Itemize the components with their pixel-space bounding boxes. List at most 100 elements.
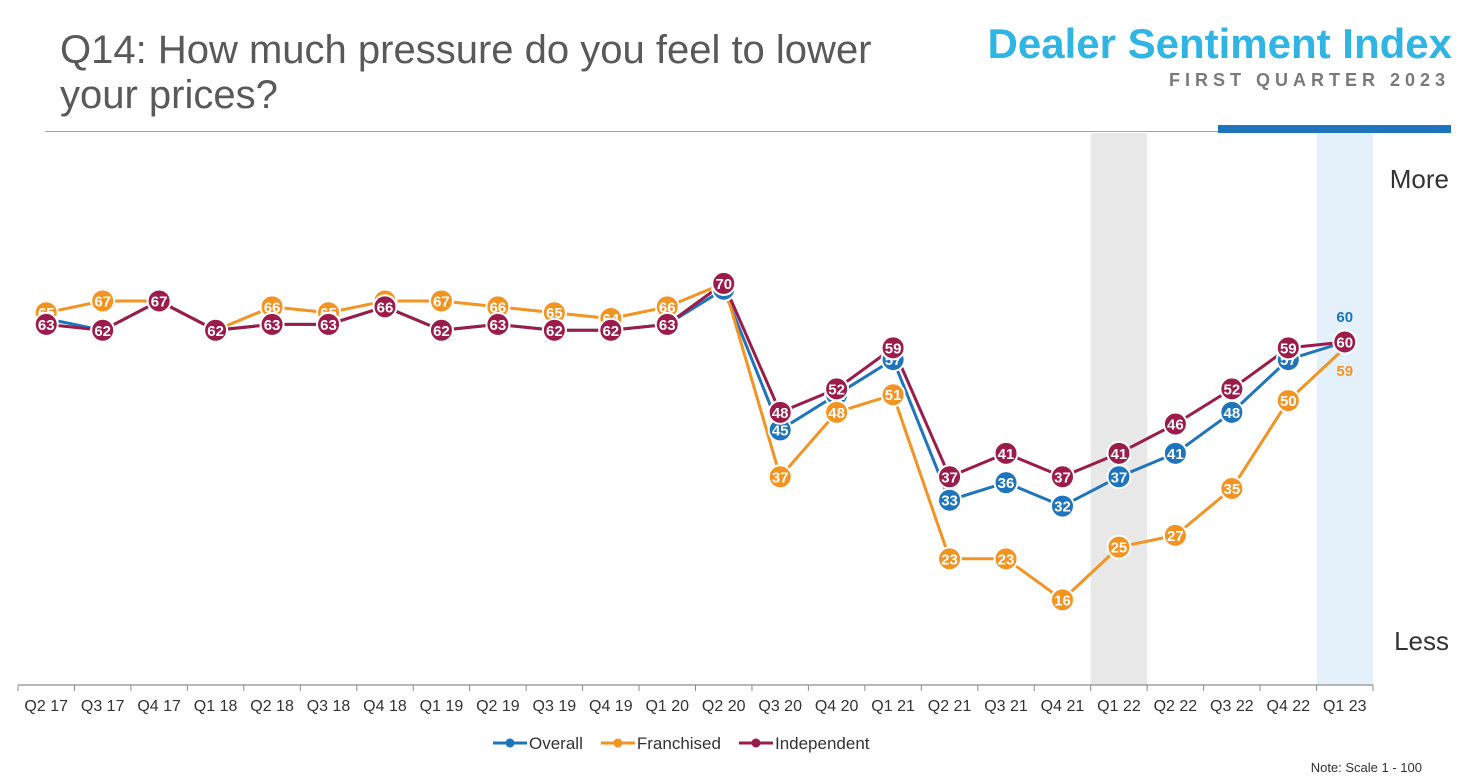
data-label-franchised: 23 (998, 551, 1015, 568)
x-tick-label: Q3 17 (81, 698, 125, 715)
x-tick-label: Q4 20 (815, 698, 859, 715)
data-point-independent (485, 311, 511, 337)
data-label-independent: 67 (151, 293, 168, 310)
data-point-franchised (1162, 522, 1188, 548)
series-line-overall (45, 287, 1346, 508)
data-point-independent (90, 317, 116, 343)
data-label-overall: 48 (1224, 405, 1241, 422)
x-tick-label: Q2 22 (1154, 698, 1198, 715)
data-label-overall: 41 (1167, 446, 1184, 463)
legend-label-overall: Overall (529, 734, 583, 753)
x-tick-label: Q4 21 (1041, 698, 1085, 715)
data-point-overall (993, 470, 1019, 496)
x-tick-label: Q2 21 (928, 698, 972, 715)
data-label-independent: 63 (659, 317, 676, 334)
data-label-independent: 62 (94, 323, 111, 340)
data-point-independent (1162, 411, 1188, 437)
data-point-independent (880, 335, 906, 361)
x-tick-label: Q2 19 (476, 698, 520, 715)
data-label-franchised: 37 (772, 469, 789, 486)
data-label-franchised: 27 (1167, 528, 1184, 545)
data-point-independent (203, 317, 229, 343)
header-accent-bar (1218, 125, 1451, 133)
data-label-independent: 41 (1111, 446, 1128, 463)
x-tick-label: Q1 23 (1323, 698, 1367, 715)
data-label-overall: 33 (941, 493, 958, 510)
data-label-independent: 52 (1224, 381, 1241, 398)
data-label-independent: 46 (1167, 417, 1184, 434)
data-point-independent (1106, 440, 1132, 466)
data-label-overall: 45 (772, 422, 789, 439)
data-point-independent (654, 311, 680, 337)
x-tick-label: Q3 21 (984, 698, 1028, 715)
scale-label-less: Less (1394, 626, 1449, 656)
x-tick-label: Q2 18 (250, 698, 294, 715)
data-point-independent (1049, 464, 1075, 490)
data-label-independent: 63 (320, 317, 337, 334)
data-point-overall (1049, 493, 1075, 519)
x-tick-label: Q4 18 (363, 698, 407, 715)
data-label-franchised: 59 (1336, 363, 1353, 380)
data-point-independent (1275, 335, 1301, 361)
x-tick-label: Q1 21 (871, 698, 915, 715)
data-label-overall: 36 (998, 475, 1015, 492)
data-point-franchised (1275, 388, 1301, 414)
x-tick-label: Q3 18 (307, 698, 351, 715)
data-label-independent: 62 (546, 323, 563, 340)
x-tick-label: Q1 20 (645, 698, 689, 715)
data-point-franchised (1219, 476, 1245, 501)
data-label-franchised: 66 (659, 299, 676, 316)
data-label-franchised: 23 (941, 551, 958, 568)
data-point-franchised (880, 382, 906, 408)
data-point-independent (711, 270, 737, 296)
data-label-franchised: 25 (1111, 540, 1128, 557)
x-tick-label: Q2 20 (702, 698, 746, 715)
data-point-overall (1162, 440, 1188, 466)
data-label-independent: 37 (1054, 469, 1071, 486)
data-label-independent: 63 (38, 317, 55, 334)
data-label-franchised: 16 (1054, 592, 1071, 609)
x-tick-label: Q3 19 (533, 698, 577, 715)
data-point-independent (33, 311, 59, 337)
data-label-independent: 41 (998, 446, 1015, 463)
data-label-franchised: 48 (828, 405, 845, 422)
data-label-overall: 37 (1111, 469, 1128, 486)
x-tick-label: Q3 20 (758, 698, 802, 715)
legend-label-franchised: Franchised (637, 734, 721, 753)
brand-subtitle: FIRST QUARTER 2023 (1168, 70, 1450, 90)
data-point-independent (1332, 329, 1358, 355)
x-tick-label: Q4 17 (137, 698, 181, 715)
legend-marker-independent (751, 738, 761, 748)
x-tick-label: Q1 22 (1097, 698, 1141, 715)
data-label-independent: 63 (264, 317, 281, 334)
x-tick-label: Q3 22 (1210, 698, 1254, 715)
legend-marker-franchised (613, 738, 623, 748)
x-tick-label: Q2 17 (24, 698, 68, 715)
scale-label-more: More (1389, 164, 1449, 194)
series-line-independent (46, 281, 1345, 479)
x-tick-label: Q1 19 (420, 698, 464, 715)
data-label-franchised: 67 (94, 293, 111, 310)
data-label-independent: 62 (207, 323, 224, 340)
data-label-independent: 59 (1280, 340, 1297, 357)
data-label-independent: 70 (715, 276, 732, 293)
brand-title: Dealer Sentiment Index (987, 20, 1452, 67)
data-point-franchised (993, 546, 1019, 572)
data-point-independent (372, 294, 398, 320)
data-point-independent (937, 464, 963, 490)
data-label-overall: 60 (1336, 309, 1353, 326)
data-label-independent: 63 (490, 317, 507, 334)
data-label-independent: 52 (828, 381, 845, 398)
data-point-franchised (428, 288, 454, 314)
data-label-franchised: 65 (546, 305, 563, 322)
data-point-franchised (1106, 534, 1132, 560)
x-tick-label: Q4 22 (1267, 698, 1311, 715)
data-label-independent: 59 (885, 340, 902, 357)
data-point-franchised (937, 546, 963, 572)
data-point-independent (146, 288, 172, 314)
question-title: Q14: How much pressure do you feel to lo… (60, 28, 872, 117)
data-label-franchised: 66 (264, 299, 281, 316)
data-label-independent: 37 (941, 469, 958, 486)
data-label-franchised: 50 (1280, 393, 1297, 410)
